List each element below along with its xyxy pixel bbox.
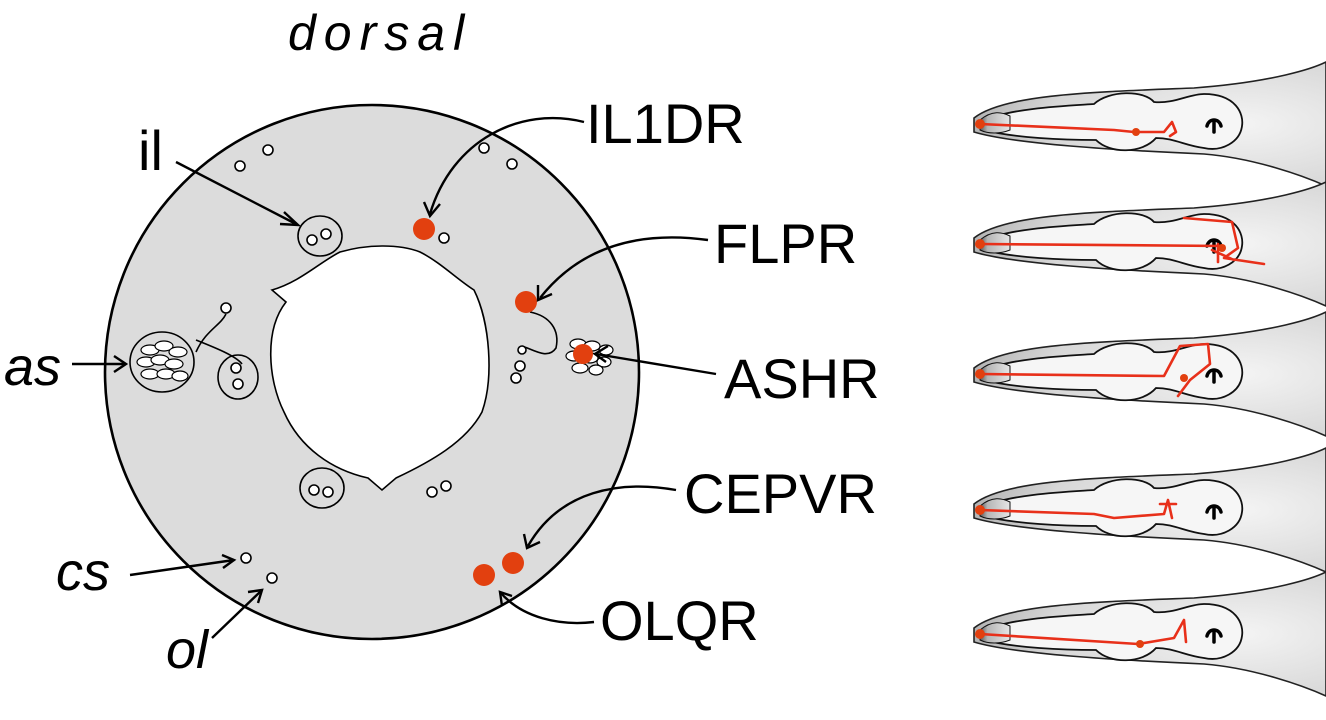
label-as: as [4,337,61,397]
head-view-olqr [972,570,1326,698]
inner-labial-bundle-ventral [299,467,345,509]
amphid-cilia-left [136,340,189,382]
head-view-flpr [972,180,1326,308]
pharynx-lumen [269,245,490,492]
label-ashr: ASHR [724,347,880,410]
trace-il1dr [978,120,1178,138]
flpr-marker [515,291,537,313]
pointer-flpr [539,236,709,299]
pointer-il [175,160,297,226]
il-cell-d [322,486,334,498]
cell-ventral-right-a [426,486,438,498]
cell-dorsal-right-a [478,142,490,154]
pointer-ol [211,589,263,639]
il1dr-marker [413,218,435,240]
il-cell-b [320,228,332,240]
il-cell-c [308,484,320,496]
amphid-socket-right [517,345,527,355]
amphid-cell-right-a [514,360,526,372]
amphid-sheath-cell-left [217,354,259,400]
amphid-process-right [521,311,558,355]
trace-il1dr-soma [1132,128,1140,136]
nerve-ring-cross-section [103,103,641,641]
label-il: il [138,119,163,182]
trace-il1dr-tip [975,119,985,129]
cepvr-marker [502,552,524,574]
trace-ashr-soma [1180,374,1188,382]
olqr-marker [473,564,495,586]
amphid-process-left [195,339,243,365]
trace-flpr-soma [1218,244,1226,252]
trace-flpr-tip [975,239,985,249]
trace-olqr-soma [1136,640,1144,648]
label-cepvr: CEPVR [684,462,877,525]
trace-ashr [978,342,1212,398]
amphid-bundle-left [129,331,195,393]
trace-flpr [978,216,1266,266]
cell-ol [266,572,278,584]
pointer-cepvr [526,485,677,547]
inner-labial-bundle-dorsal [297,215,343,257]
amphid-cell-left-a [230,362,242,374]
pointer-ashr [595,352,717,376]
head-view-il1dr [972,60,1326,188]
amphid-cell-right-b [510,372,522,384]
pointer-il1dr [428,117,585,215]
amphid-cell-left-b [232,378,244,390]
il-cell-a [306,234,318,246]
label-ol: ol [166,620,210,680]
pointer-olqr [499,591,595,625]
trace-olqr-tip [975,629,985,639]
cell-il1dr-neighbor [438,232,450,244]
label-olqr: OLQR [600,589,759,652]
label-flpr: FLPR [714,212,857,275]
orientation-label: dorsal [288,5,472,61]
ashr-marker [573,344,593,364]
label-il1dr: IL1DR [586,92,745,155]
trace-ashr-tip [975,369,985,379]
head-view-ashr [972,310,1326,438]
trace-cepvr-tip [975,505,985,515]
amphid-socket-left [220,302,232,314]
amphid-sheath-left [195,313,227,353]
cell-dorsal-left-a [234,160,246,172]
cell-dorsal-right-b [506,158,518,170]
pointer-cs [129,558,235,577]
cell-ventral-right-b [440,480,452,492]
cell-dorsal-left-b [262,144,274,156]
trace-cepvr [978,498,1178,520]
head-view-cepvr [972,446,1326,574]
cell-cs [240,552,252,564]
trace-olqr [978,618,1188,646]
label-cs: cs [56,542,110,602]
